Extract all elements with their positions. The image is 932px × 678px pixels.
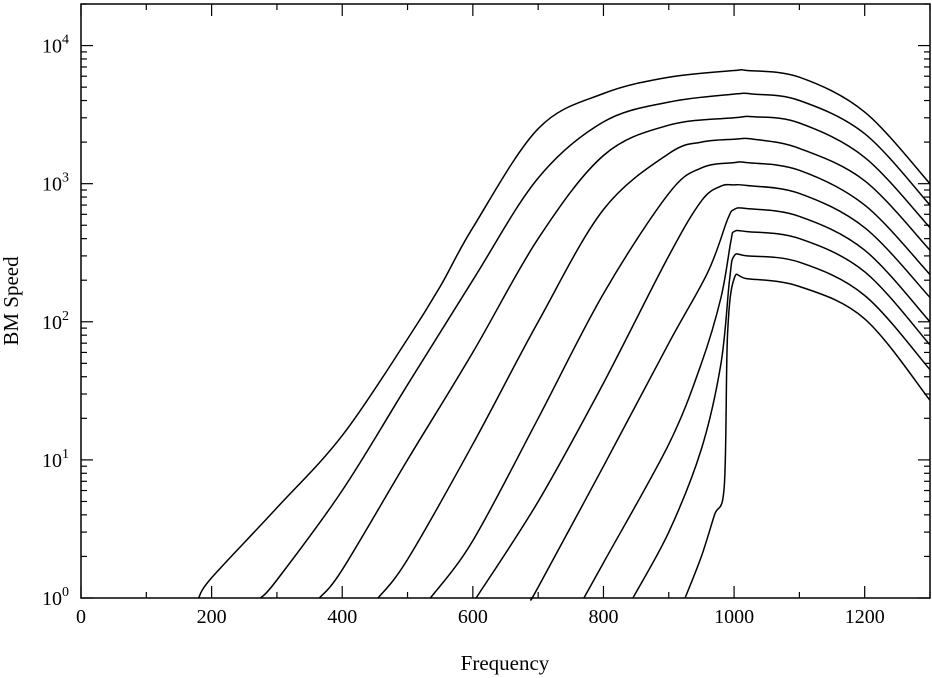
series-curves xyxy=(197,68,931,601)
series-line-7 xyxy=(530,207,931,601)
y-tick-label-10000: 104 xyxy=(42,33,69,58)
series-line-4 xyxy=(377,137,931,599)
plot-frame xyxy=(80,3,931,599)
x-tick-label-800: 800 xyxy=(588,606,618,628)
series-line-2 xyxy=(260,92,931,599)
y-tick-label-1000: 103 xyxy=(42,171,69,196)
series-line-10 xyxy=(684,273,931,599)
x-tick-label-400: 400 xyxy=(327,606,357,628)
axis-ticks xyxy=(80,3,931,599)
y-tick-label-1: 100 xyxy=(42,585,69,610)
x-axis-label: Frequency xyxy=(461,651,550,675)
x-tick-label-1000: 1000 xyxy=(714,606,754,628)
series-line-6 xyxy=(475,183,931,599)
series-line-1 xyxy=(197,68,931,599)
x-tick-label-0: 0 xyxy=(76,606,86,628)
series-line-5 xyxy=(429,161,931,599)
x-tick-label-1200: 1200 xyxy=(845,606,885,628)
x-tick-labels: 0 200 400 600 800 1000 1200 xyxy=(76,606,885,628)
y-tick-labels: 100 101 102 103 104 xyxy=(42,33,69,610)
series-line-8 xyxy=(583,229,931,599)
x-tick-label-600: 600 xyxy=(458,606,488,628)
series-line-3 xyxy=(318,115,931,599)
series-line-9 xyxy=(632,253,931,599)
x-tick-label-200: 200 xyxy=(197,606,227,628)
y-axis-label: BM Speed xyxy=(0,256,23,346)
y-tick-label-100: 102 xyxy=(42,309,69,334)
y-tick-label-10: 101 xyxy=(42,447,69,472)
